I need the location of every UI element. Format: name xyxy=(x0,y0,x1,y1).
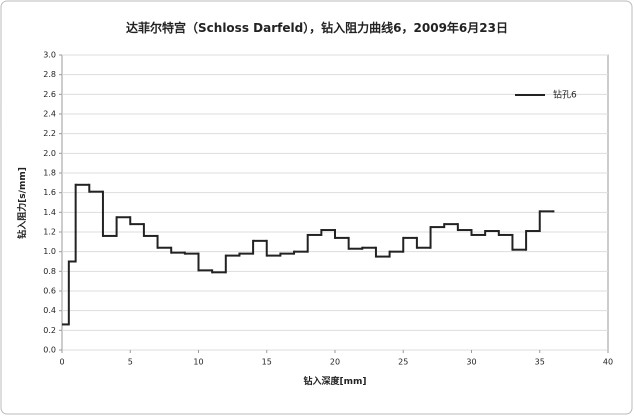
y-tick-label: 2.2 xyxy=(43,129,56,138)
x-tick-label: 15 xyxy=(262,358,272,367)
y-tick-label: 1.0 xyxy=(43,247,56,256)
y-tick-label: 1.2 xyxy=(43,228,56,237)
y-tick-label: 1.8 xyxy=(43,169,56,178)
y-tick-label: 1.6 xyxy=(43,188,56,197)
x-tick-label: 35 xyxy=(535,358,545,367)
y-tick-label: 1.4 xyxy=(43,208,56,217)
x-tick-label: 30 xyxy=(466,358,476,367)
y-tick-label: 2.0 xyxy=(43,149,56,158)
y-tick-label: 2.4 xyxy=(43,110,56,119)
y-tick-label: 0.4 xyxy=(43,306,56,315)
chart-title: 达菲尔特宫（Schloss Darfeld），钻入阻力曲线6，2009年6月23… xyxy=(126,20,508,35)
y-tick-label: 0.2 xyxy=(43,326,56,335)
y-tick-label: 0.6 xyxy=(43,287,56,296)
y-tick-label: 0.8 xyxy=(43,267,56,276)
y-tick-label: 3.0 xyxy=(43,51,56,60)
legend-label: 钻孔6 xyxy=(553,89,577,101)
x-axis-label: 钻入深度[mm] xyxy=(304,375,367,387)
y-tick-label: 0.0 xyxy=(43,346,56,355)
x-tick-label: 25 xyxy=(398,358,408,367)
x-tick-label: 20 xyxy=(330,358,340,367)
y-tick-label: 2.6 xyxy=(43,90,56,99)
x-tick-label: 10 xyxy=(193,358,203,367)
y-axis-label: 钻入阻力[s/mm] xyxy=(16,167,28,239)
x-tick-label: 0 xyxy=(59,358,64,367)
y-tick-label: 2.8 xyxy=(43,70,56,79)
x-tick-label: 5 xyxy=(128,358,133,367)
x-tick-label: 40 xyxy=(603,358,613,367)
